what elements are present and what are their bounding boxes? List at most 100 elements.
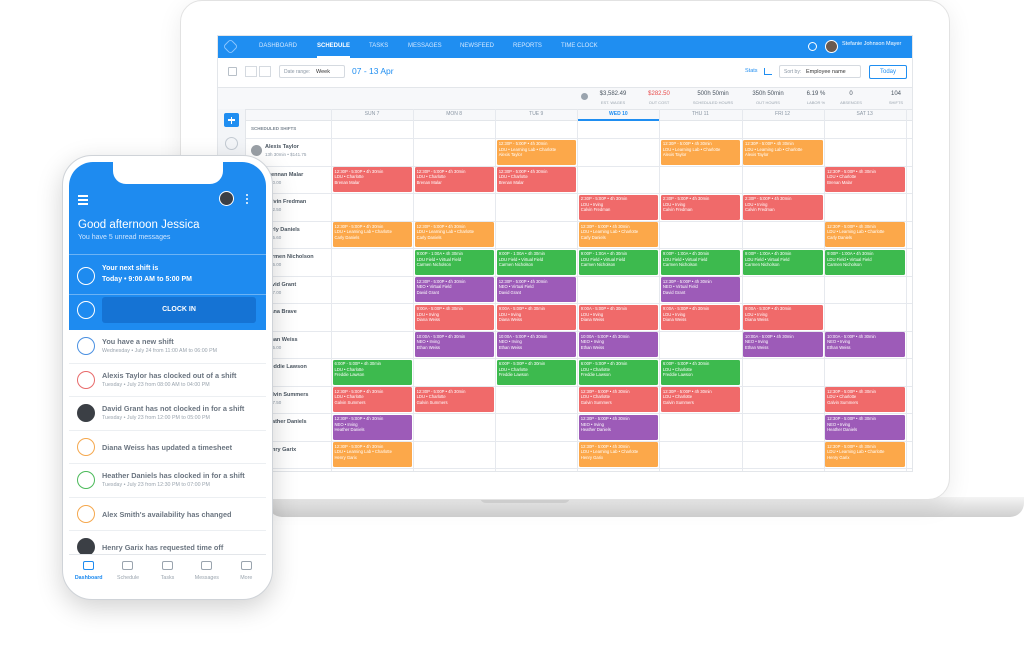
shift-employee: Calvin Fredman <box>745 207 775 213</box>
shift-block[interactable]: 12:30P - 5:00P • 4h 30min NEO • Virtual F… <box>414 277 495 302</box>
shift-place: LDU • Learning Lab • Charlotte <box>827 449 885 455</box>
employee-name[interactable]: Calvin Fredman <box>265 199 307 205</box>
shift-block[interactable]: 10:00A - 5:00P • 4h 30min NEO • Irving Eth… <box>414 332 495 357</box>
nav-item[interactable]: SCHEDULE <box>317 43 351 49</box>
employee-name[interactable]: Freddie Lawson <box>265 364 307 370</box>
shift-block[interactable]: 12:30P - 5:00P • 4h 30min LDU • Learning … <box>332 442 413 467</box>
notification-icon <box>77 404 95 422</box>
nav-item[interactable]: NEWSFEED <box>460 43 495 49</box>
shift-block[interactable]: 12:30P - 5:00P • 4h 30min LDU • Charlotte… <box>825 167 905 192</box>
shift-block[interactable]: 12:30P - 5:00P • 4h 30min LDU • Learning … <box>660 139 741 165</box>
shift-block[interactable]: 2:30P - 5:00P • 4h 30min LDU • Irving Calv… <box>660 194 741 220</box>
shift-block[interactable]: 9:00P - 1:00A • 4h 30min LDU Field • Virt… <box>578 249 659 275</box>
notification[interactable]: Alexis Taylor has clocked out of a shift… <box>69 364 266 397</box>
shift-employee: Carmen Nicholson <box>662 262 698 268</box>
next-button[interactable] <box>259 66 271 77</box>
shift-block[interactable]: 6:00P - 5:00P • 4h 30min LDU • Charlotte F… <box>660 359 741 385</box>
tab[interactable]: Tasks <box>148 555 187 593</box>
shift-block[interactable]: 9:00P - 1:00A • 4h 30min LDU Field • Virt… <box>743 249 823 275</box>
user-name[interactable]: Stefanie Johnson Mayer <box>842 41 902 47</box>
employee-name[interactable]: Diana Brave <box>265 309 297 315</box>
shift-block[interactable]: 12:30P - 5:00P • 4h 30min LDU • Learning … <box>414 222 495 247</box>
stats-button[interactable]: Stats <box>745 68 758 74</box>
shift-block[interactable]: 10:00A - 5:00P • 4h 30min NEO • Irving Eth… <box>578 332 659 357</box>
location-button[interactable] <box>225 137 238 150</box>
user-avatar[interactable] <box>825 40 838 53</box>
shift-block[interactable]: 12:30P - 5:00P • 4h 30min LDU • Charlotte… <box>496 167 577 192</box>
notification[interactable]: Alex Smith's availability has changed <box>69 498 266 531</box>
shift-block[interactable]: 12:30P - 5:00P • 4h 30min LDU • Charlotte… <box>825 387 905 412</box>
notification[interactable]: You have a new shift Wednesday • July 24 … <box>69 330 266 364</box>
shift-block[interactable]: 6:00P - 5:00P • 4h 30min LDU • Charlotte F… <box>332 359 413 385</box>
shift-block[interactable]: 9:00P - 1:00A • 4h 30min LDU Field • Virt… <box>414 249 495 275</box>
shift-block[interactable]: 10:00A - 5:00P • 4h 30min NEO • Irving Eth… <box>496 332 577 357</box>
shift-block[interactable]: 9:00A - 5:00P • 4h 30min LDU • Irving Dian… <box>660 304 741 330</box>
clock-in-button[interactable]: CLOCK IN <box>102 297 256 323</box>
today-button[interactable]: Today <box>869 65 907 79</box>
employee-name[interactable]: Heather Daniels <box>265 419 307 425</box>
date-range-select[interactable]: Date range: Week <box>279 65 345 78</box>
notification[interactable]: David Grant has not clocked in for a shi… <box>69 397 266 431</box>
notification[interactable]: Diana Weiss has updated a timesheet <box>69 431 266 464</box>
shift-block[interactable]: 12:30P - 5:00P • 4h 30min LDU • Learning … <box>496 139 577 165</box>
shift-block[interactable]: 10:00A - 5:00P • 4h 30min NEO • Irving Eth… <box>743 332 823 357</box>
shift-block[interactable]: 9:00P - 1:00A • 4h 30min LDU Field • Virt… <box>660 249 741 275</box>
shift-block[interactable]: 12:30P - 5:00P • 4h 30min NEO • Irving Hea… <box>825 414 905 440</box>
shift-employee: Brenan Malar <box>416 179 442 185</box>
shift-block[interactable]: 9:00P - 1:00A • 4h 30min LDU Field • Virt… <box>496 249 577 275</box>
shift-block[interactable]: 12:30P - 5:00P • 4h 30min LDU • Learning … <box>332 222 413 247</box>
shift-block[interactable]: 6:00P - 5:00P • 4h 30min LDU • Charlotte F… <box>496 359 577 385</box>
tab[interactable]: Messages <box>187 555 226 593</box>
shift-block[interactable]: 12:30P - 5:00P • 4h 30min LDU • Learning … <box>578 442 659 467</box>
shift-block[interactable]: 12:30P - 5:00P • 4h 30min LDU • Learning … <box>743 139 823 165</box>
shift-block[interactable]: 9:00A - 5:00P • 4h 30min LDU • Irving Dian… <box>496 304 577 330</box>
shift-block[interactable]: 12:30P - 5:00P • 4h 30min LDU • Charlotte… <box>332 387 413 412</box>
shift-block[interactable]: 12:30P - 5:00P • 4h 30min NEO • Irving Hea… <box>578 414 659 440</box>
shift-block[interactable]: 12:30P - 5:00P • 4h 30min LDU • Charlotte… <box>332 167 413 192</box>
shift-block[interactable]: 10:00A - 5:00P • 4h 30min NEO • Irving Eth… <box>825 332 905 357</box>
shift-block[interactable]: 12:30P - 5:00P • 4h 30min LDU • Charlotte… <box>660 387 741 412</box>
shift-block[interactable]: 12:30P - 5:00P • 4h 30min NEO • Virtual F… <box>496 277 577 302</box>
shift-block[interactable]: 12:30P - 5:00P • 4h 30min LDU • Learning … <box>825 442 905 467</box>
shift-block[interactable]: 12:30P - 5:00P • 4h 30min LDU • Learning … <box>578 222 659 247</box>
shift-time: 12:30P - 5:00P • 4h 30min <box>662 141 712 146</box>
period-label[interactable]: 07 - 13 Apr <box>352 66 394 76</box>
employee-detail: $180.00 <box>265 179 282 185</box>
shift-block[interactable]: 12:30P - 5:00P • 4h 30min LDU • Charlotte… <box>414 167 495 192</box>
shift-block[interactable]: 9:00A - 5:00P • 4h 30min LDU • Irving Dian… <box>578 304 659 330</box>
employee-name[interactable]: Ethan Weiss <box>265 336 298 343</box>
tab[interactable]: More <box>227 555 266 593</box>
nav-item[interactable]: REPORTS <box>513 43 542 49</box>
nav-item[interactable]: TIME CLOCK <box>561 43 598 49</box>
shift-block[interactable]: 9:00A - 5:00P • 4h 30min LDU • Irving Dian… <box>743 304 823 330</box>
tab[interactable]: Dashboard <box>69 555 108 593</box>
shift-block[interactable]: 12:30P - 5:00P • 4h 30min LDU • Charlotte… <box>578 387 659 412</box>
employee-name[interactable]: Galvin Summers <box>265 391 309 398</box>
shift-block[interactable]: 6:00P - 5:00P • 4h 30min LDU • Charlotte F… <box>578 359 659 385</box>
employee-name[interactable]: Brennan Malar <box>265 171 304 178</box>
select-all-checkbox[interactable] <box>228 67 237 76</box>
notification[interactable]: Heather Daniels has clocked in for a shi… <box>69 464 266 498</box>
nav-item[interactable]: DASHBOARD <box>259 43 298 49</box>
shift-block[interactable]: 12:30P - 5:00P • 4h 30min NEO • Irving Hea… <box>332 414 413 440</box>
employee-name[interactable]: Henry Garix <box>265 446 297 453</box>
shift-block[interactable]: 2:30P - 5:00P • 4h 30min LDU • Irving Calv… <box>743 194 823 220</box>
shift-block[interactable]: 12:30P - 5:00P • 4h 30min LDU • Charlotte… <box>414 387 495 412</box>
add-button[interactable] <box>224 113 239 127</box>
shift-block[interactable]: 9:00P - 1:00A • 4h 30min LDU Field • Virt… <box>825 249 905 275</box>
shift-block[interactable]: 9:00A - 5:00P • 4h 30min LDU • Irving Dian… <box>414 304 495 330</box>
employee-name[interactable]: David Grant <box>265 281 297 288</box>
unread-messages[interactable]: You have 5 unread messages <box>78 234 171 241</box>
shift-block[interactable]: 12:30P - 5:00P • 4h 30min NEO • Virtual F… <box>660 277 741 302</box>
nav-item[interactable]: MESSAGES <box>408 43 442 49</box>
profile-avatar[interactable] <box>219 191 234 206</box>
employee-name[interactable]: Carmen Nicholson <box>265 254 314 260</box>
tab[interactable]: Schedule <box>108 555 147 593</box>
sort-select[interactable]: Sort by: Employee name <box>779 65 861 78</box>
employee-name[interactable]: Carly Daniels <box>265 226 300 233</box>
employee-name[interactable]: Alexis Taylor <box>265 144 299 150</box>
shift-block[interactable]: 2:30P - 5:00P • 4h 30min LDU • Irving Calv… <box>578 194 659 220</box>
shift-block[interactable]: 12:30P - 5:00P • 4h 30min LDU • Learning … <box>825 222 905 247</box>
prev-button[interactable] <box>245 66 257 77</box>
nav-item[interactable]: TASKS <box>369 43 389 49</box>
